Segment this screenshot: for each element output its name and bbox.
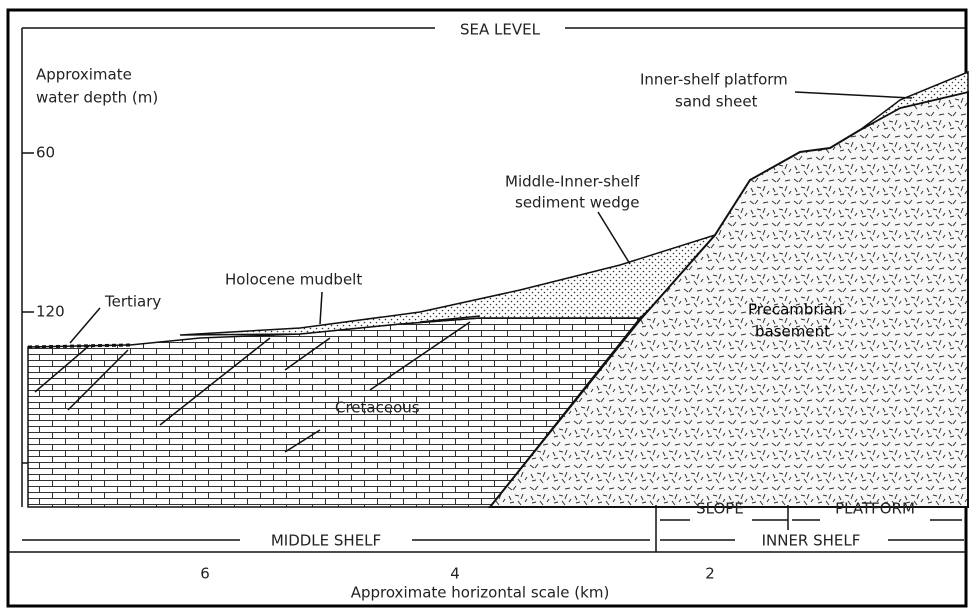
scale-tick-label: 4 bbox=[450, 565, 460, 583]
sand-sheet-label: Inner-shelf platform bbox=[640, 71, 788, 89]
zone-label: INNER SHELF bbox=[762, 532, 861, 550]
sand-sheet-label: sand sheet bbox=[675, 93, 758, 111]
cross-section: SEA LEVEL Approximate water depth (m) 60… bbox=[0, 0, 973, 611]
scale-label: Approximate horizontal scale (km) bbox=[351, 584, 610, 602]
depth-tick-label: 120 bbox=[36, 303, 65, 321]
wedge-label: sediment wedge bbox=[515, 194, 640, 212]
zone-label: PLATFORM bbox=[835, 500, 915, 518]
tertiary-layer bbox=[28, 345, 130, 347]
basement-label: basement bbox=[755, 323, 830, 341]
wedge-label: Middle-Inner-shelf bbox=[505, 173, 640, 191]
depth-axis-label: water depth (m) bbox=[36, 89, 158, 107]
mudbelt-label: Holocene mudbelt bbox=[225, 271, 362, 289]
basement-label: Precambrian bbox=[748, 301, 842, 319]
page: SEA LEVEL Approximate water depth (m) 60… bbox=[0, 0, 973, 611]
zone-label: SLOPE bbox=[696, 500, 744, 518]
depth-axis-label: Approximate bbox=[36, 66, 132, 84]
sea-level-label: SEA LEVEL bbox=[460, 21, 541, 39]
depth-tick-label: 60 bbox=[36, 144, 55, 162]
scale-tick-label: 2 bbox=[705, 565, 715, 583]
cretaceous-label: Cretaceous bbox=[335, 399, 420, 417]
scale-tick-label: 6 bbox=[200, 565, 210, 583]
zone-label: MIDDLE SHELF bbox=[271, 532, 381, 550]
tertiary-label: Tertiary bbox=[104, 293, 161, 311]
